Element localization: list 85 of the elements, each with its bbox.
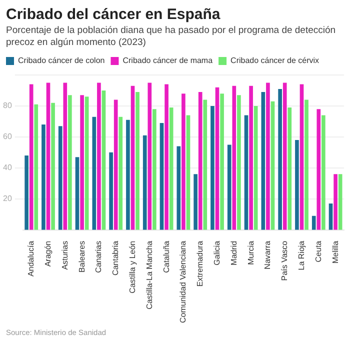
bar (75, 156, 80, 230)
bar (152, 108, 156, 230)
bar (92, 116, 96, 230)
bar (130, 86, 135, 230)
bar (270, 101, 275, 230)
bar (334, 174, 338, 230)
bar (249, 86, 253, 230)
bar (114, 100, 118, 230)
x-tick-label: Asturias (60, 240, 70, 270)
bar (220, 93, 224, 230)
x-tick-label: Canarias (94, 240, 104, 273)
x-tick-label: Melilla (330, 240, 340, 264)
bar (300, 84, 304, 230)
x-tick-label: Castilla y León (128, 240, 137, 294)
bar (244, 115, 248, 230)
x-tick-label: Murcia (246, 240, 256, 265)
bar (58, 126, 62, 230)
x-tick-label: Aragón (43, 240, 52, 266)
bar (169, 107, 174, 230)
bar (136, 92, 140, 230)
x-tick-label: Castilla-La Mancha (144, 240, 154, 310)
bar (34, 104, 38, 230)
bar (194, 174, 198, 230)
x-tick-label: Andalucía (26, 240, 36, 276)
y-tick-label: 40 (2, 162, 12, 172)
bar (198, 92, 202, 230)
bar (322, 115, 326, 230)
x-tick-label: Cataluña (162, 240, 171, 273)
legend-label: Cribado cáncer de mama (122, 56, 214, 65)
bar (46, 82, 50, 230)
y-tick-label: 20 (2, 194, 12, 203)
bar (338, 174, 342, 230)
bar (288, 107, 292, 230)
bar (109, 152, 113, 230)
bar (97, 82, 101, 230)
bar (164, 84, 168, 230)
bar (282, 82, 287, 230)
bar (80, 94, 84, 230)
bar (215, 87, 220, 230)
bar (266, 82, 270, 230)
x-tick-label: Cantabria (111, 240, 120, 276)
bar (232, 86, 236, 230)
bar (295, 140, 299, 230)
bar (312, 216, 316, 230)
bar (102, 90, 106, 230)
bar (278, 88, 282, 230)
y-tick-label: 80 (2, 100, 12, 110)
bar (24, 155, 28, 230)
y-tick-label: 60 (2, 132, 12, 141)
bar (42, 124, 46, 230)
bar (118, 116, 123, 230)
chart-subtitle: Porcentaje de la población diana que ha pasado por el programa de detección precoz en algún momento (2023) (6, 25, 337, 49)
bar (142, 135, 147, 230)
bar (210, 106, 214, 230)
bar (186, 115, 190, 230)
bar (51, 102, 55, 230)
legend-label: Cribado cáncer de cérvix (230, 56, 320, 65)
bar (227, 144, 232, 230)
bar (160, 122, 164, 230)
bar (68, 94, 72, 230)
x-tick-label: Comunidad Valenciana (178, 240, 188, 323)
bar (148, 82, 152, 230)
bar (304, 100, 308, 230)
bar (316, 108, 321, 230)
x-tick-label: Navarra (263, 240, 272, 270)
bar (84, 96, 89, 230)
bar (237, 94, 241, 230)
x-tick-label: Extremadura (196, 240, 205, 286)
bar (63, 82, 68, 230)
x-tick-label: Madrid (229, 240, 238, 266)
x-tick-label: Galicia (212, 240, 222, 266)
x-tick-label: País Vasco (280, 240, 290, 280)
bar (176, 146, 181, 230)
bar (203, 100, 208, 230)
bar (254, 106, 258, 230)
legend-label: Cribado cáncer de colon (18, 56, 105, 65)
bar (328, 203, 333, 230)
bar (126, 120, 130, 230)
x-tick-label: La Rioja (296, 240, 306, 270)
bar (261, 92, 266, 230)
bar (29, 84, 34, 230)
x-tick-label: Baleares (77, 240, 86, 272)
x-tick-label: Ceuta (314, 240, 323, 262)
bar (182, 93, 186, 230)
chart-title: Cribado del cáncer en España (6, 6, 222, 23)
